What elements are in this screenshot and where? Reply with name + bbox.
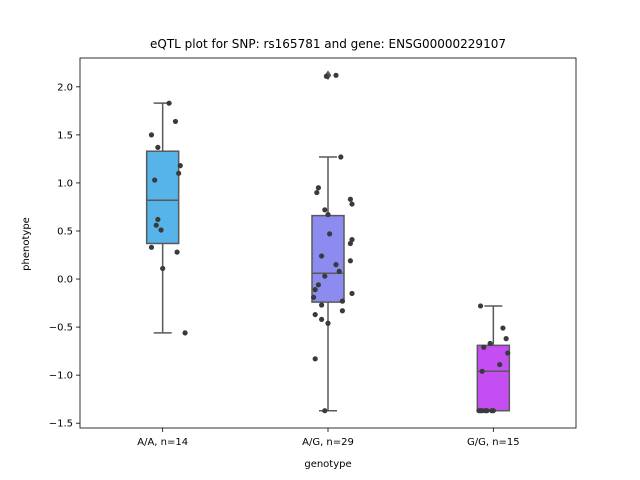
data-point bbox=[338, 154, 344, 160]
data-point bbox=[312, 287, 318, 293]
data-point bbox=[477, 303, 484, 309]
data-point bbox=[487, 340, 493, 347]
data-point bbox=[490, 408, 496, 414]
data-point bbox=[325, 320, 331, 326]
y-tick-label: 1.5 bbox=[57, 130, 73, 141]
data-point bbox=[339, 308, 345, 314]
data-point bbox=[311, 294, 317, 300]
data-point bbox=[315, 185, 321, 191]
data-point bbox=[319, 316, 325, 323]
iqr-box bbox=[311, 214, 345, 303]
y-tick-label: 0.5 bbox=[57, 226, 73, 237]
data-point bbox=[349, 290, 355, 297]
data-point bbox=[336, 268, 342, 274]
data-point bbox=[153, 222, 159, 228]
data-point bbox=[158, 227, 164, 233]
y-tick-label: −1.0 bbox=[49, 371, 73, 382]
data-point bbox=[319, 302, 325, 308]
data-point bbox=[482, 408, 488, 414]
plot-frame bbox=[79, 57, 577, 429]
data-point bbox=[323, 73, 329, 79]
y-tick-label: −0.5 bbox=[49, 323, 73, 334]
data-point bbox=[322, 408, 328, 414]
data-point bbox=[477, 408, 484, 414]
y-tick-label: 2.0 bbox=[57, 82, 73, 93]
data-point bbox=[339, 298, 345, 304]
y-tick-label: −1.5 bbox=[49, 419, 73, 430]
data-point bbox=[172, 118, 179, 125]
x-axis-label: genotype bbox=[304, 459, 351, 470]
data-point bbox=[166, 100, 172, 106]
data-point bbox=[315, 282, 321, 288]
data-point bbox=[155, 216, 161, 223]
data-point bbox=[312, 356, 318, 362]
data-point bbox=[322, 273, 328, 279]
data-point bbox=[347, 240, 353, 247]
data-point bbox=[505, 350, 511, 356]
data-point bbox=[325, 212, 331, 218]
data-point bbox=[176, 170, 182, 176]
data-point bbox=[177, 163, 183, 169]
data-point bbox=[155, 144, 161, 150]
y-tick-label: 1.0 bbox=[57, 178, 73, 189]
data-point bbox=[479, 368, 485, 374]
iqr-box bbox=[476, 344, 511, 412]
data-point bbox=[152, 177, 158, 183]
data-point bbox=[314, 189, 320, 196]
x-tick-label: G/G, n=15 bbox=[467, 437, 520, 448]
data-point bbox=[503, 336, 509, 342]
data-point bbox=[312, 311, 318, 318]
data-point bbox=[481, 344, 487, 350]
chart-title: eQTL plot for SNP: rs165781 and gene: EN… bbox=[150, 37, 506, 51]
data-point bbox=[500, 325, 506, 331]
data-point bbox=[174, 249, 180, 255]
data-point bbox=[349, 201, 355, 207]
data-point bbox=[347, 196, 353, 202]
data-point bbox=[319, 253, 325, 259]
data-point bbox=[148, 244, 155, 250]
data-point bbox=[497, 361, 503, 368]
y-tick-label: 0.0 bbox=[57, 275, 73, 286]
data-point bbox=[322, 207, 328, 213]
y-axis-label: phenotype bbox=[21, 217, 32, 271]
data-point bbox=[347, 258, 353, 264]
data-point bbox=[327, 231, 333, 237]
data-point bbox=[160, 265, 166, 272]
data-point bbox=[182, 330, 188, 336]
x-tick-label: A/A, n=14 bbox=[137, 437, 188, 448]
data-point bbox=[333, 262, 339, 268]
x-tick-label: A/G, n=29 bbox=[302, 437, 354, 448]
data-point bbox=[333, 72, 339, 78]
data-point bbox=[148, 132, 155, 138]
plot-layer: 2.0 1.5 1.0 0.5 0.0 −0.5 −1.0 −1.5 A/A, n=14 A/G,… bbox=[49, 70, 520, 448]
